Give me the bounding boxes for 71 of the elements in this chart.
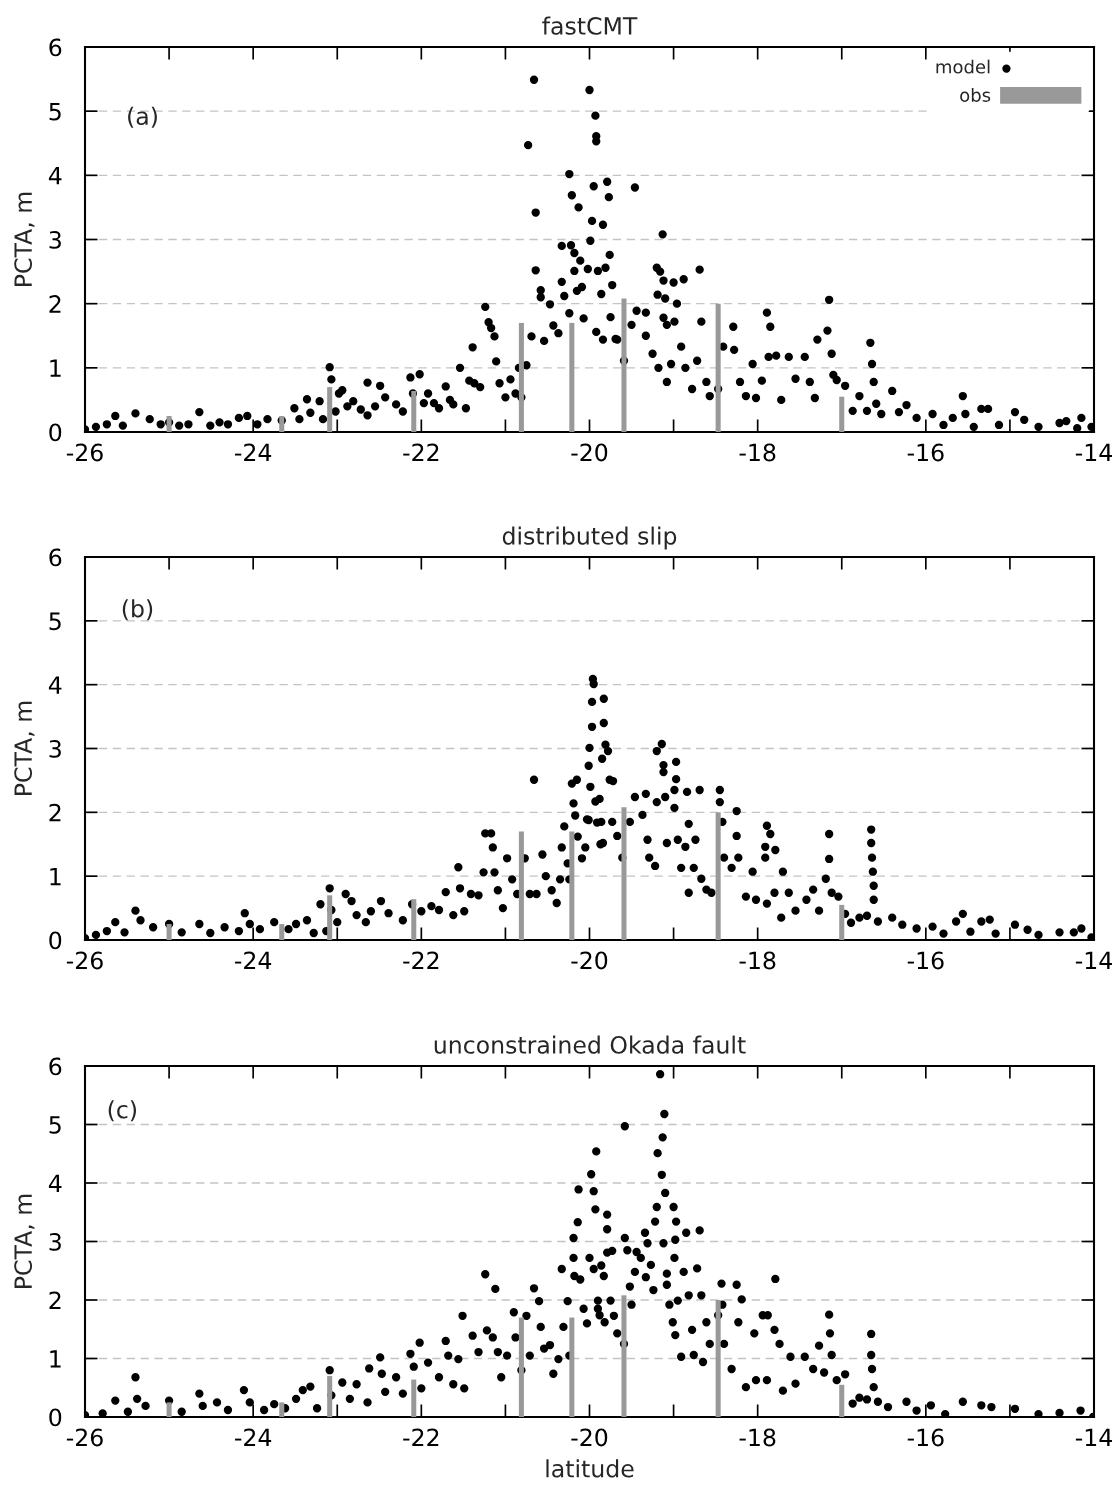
legend-label: obs	[960, 87, 991, 102]
x-tick-label: -16	[907, 1428, 944, 1447]
bar	[839, 904, 845, 940]
x-tick-label: -26	[66, 443, 103, 462]
x-tick-label: -14	[1075, 443, 1112, 462]
y-tick-label: 5	[49, 102, 61, 121]
y-tick-label: 2	[49, 1291, 61, 1309]
y-tick-label: 0	[49, 931, 62, 950]
bar	[411, 1379, 417, 1417]
x-tick-label: -26	[66, 951, 103, 970]
y-tick-label: 3	[49, 1232, 61, 1251]
x-tick-label: -22	[403, 1428, 439, 1447]
y-tick-label: 4	[48, 676, 62, 694]
y-tick-label: 6	[49, 38, 62, 57]
y-tick-label: 5	[49, 612, 61, 631]
bar	[715, 1300, 721, 1417]
x-tick-label: -22	[403, 443, 439, 462]
x-tick-label: -24	[235, 951, 272, 970]
x-tick-label: -18	[739, 1428, 776, 1447]
y-tick-label: 2	[49, 803, 61, 822]
x-tick-label: -24	[235, 443, 272, 462]
bar	[715, 812, 721, 940]
legend-label: model	[936, 59, 990, 74]
annotation: (a)	[128, 106, 157, 128]
x-tick-label: -20	[571, 1428, 608, 1447]
y-axis-title: PCTA, m	[14, 192, 35, 286]
annotation: (c)	[108, 1100, 137, 1122]
y-tick-label: 3	[49, 739, 61, 758]
x-tick-label: -24	[235, 1428, 272, 1447]
y-tick-label: 3	[49, 230, 61, 249]
x-tick-label: -16	[907, 951, 944, 970]
y-tick-label: 0	[49, 423, 62, 442]
x-tick-label: -26	[66, 1428, 103, 1447]
x-tick-label: -20	[571, 443, 608, 462]
y-tick-label: 1	[50, 867, 61, 886]
y-tick-label: 6	[49, 1057, 62, 1076]
x-tick-label: -14	[1075, 951, 1112, 970]
bar	[621, 298, 627, 432]
bar	[569, 831, 575, 940]
annotation: (b)	[122, 599, 153, 621]
chart-title: distributed slip	[502, 526, 677, 550]
y-tick-label: 6	[49, 548, 62, 567]
x-tick-label: -20	[571, 951, 608, 970]
x-tick-label: -18	[739, 951, 776, 970]
y-tick-label: 0	[49, 1408, 62, 1427]
bar	[715, 303, 721, 432]
bar	[839, 1384, 845, 1417]
chart-title: unconstrained Okada fault	[434, 1035, 746, 1054]
y-tick-label: 1	[50, 1350, 61, 1368]
y-tick-label: 5	[49, 1116, 61, 1134]
bar	[569, 322, 575, 432]
y-tick-label: 2	[49, 295, 61, 313]
bar	[518, 322, 524, 432]
bar	[518, 1317, 524, 1417]
y-tick-label: 4	[48, 167, 62, 185]
bar	[569, 1317, 575, 1417]
x-axis-title: latitude	[546, 1459, 634, 1478]
y-axis-title: PCTA, m	[14, 701, 35, 795]
y-tick-label: 4	[48, 1174, 62, 1192]
bar	[327, 387, 333, 432]
bar	[279, 415, 285, 432]
chart-title: fastCMT	[542, 16, 638, 35]
x-tick-label: -16	[907, 443, 944, 462]
x-tick-label: -14	[1075, 1428, 1112, 1447]
x-tick-label: -22	[403, 951, 439, 970]
bar	[518, 831, 524, 940]
y-axis-title: PCTA, m	[14, 1194, 35, 1288]
bar	[839, 396, 845, 432]
y-tick-label: 1	[50, 359, 61, 377]
x-tick-label: -18	[739, 443, 776, 462]
bar	[621, 1295, 627, 1417]
